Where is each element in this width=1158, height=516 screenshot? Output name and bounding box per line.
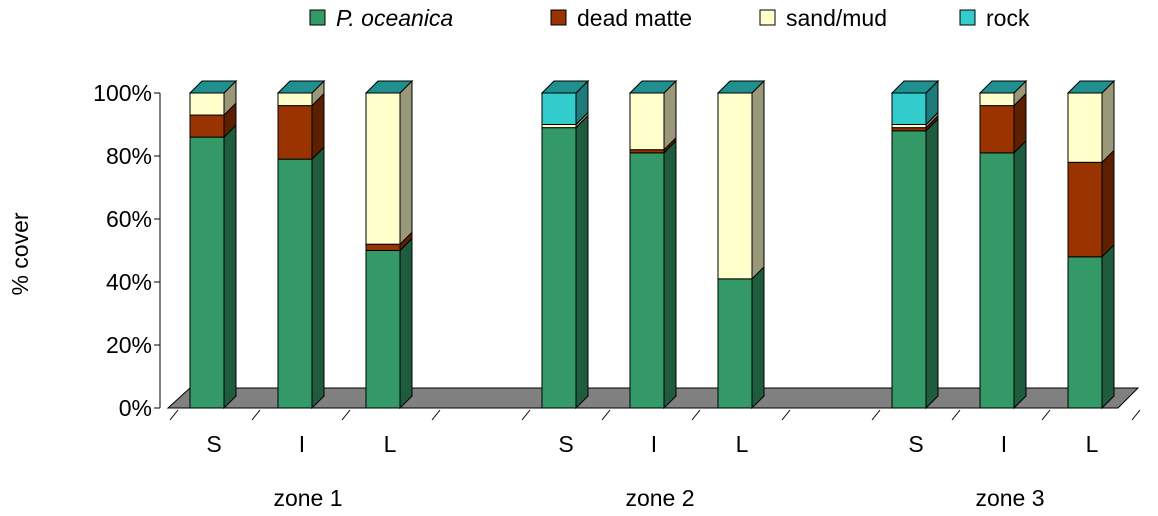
bar-segment-side [311, 145, 325, 410]
bar-zone-2-S [540, 79, 590, 410]
bar-top [716, 80, 766, 94]
bar-segment-2 [979, 92, 1015, 107]
bar-segment-side [1013, 139, 1027, 410]
bar-segment-0 [189, 136, 225, 409]
bar-segment-2 [189, 92, 225, 116]
bar-segment-side [399, 79, 413, 246]
bar-zone-1-L [364, 79, 414, 410]
legend-label-1: dead matte [577, 5, 692, 31]
bar-segment-side [1101, 243, 1115, 410]
bar-segment-1 [365, 243, 401, 251]
bar-segment-1 [277, 105, 313, 160]
legend-swatch-2 [759, 9, 776, 26]
bar-segment-0 [365, 250, 401, 409]
x-tick [781, 409, 791, 421]
x-tick [169, 409, 179, 421]
bar-segment-1 [1067, 161, 1103, 258]
bar-top [540, 80, 590, 94]
bar-segment-side [1101, 79, 1115, 164]
bar-zone-2-I [628, 79, 678, 410]
bar-zone-1-S [188, 79, 238, 410]
bar-segment-3 [541, 92, 577, 125]
x-category-label: I [299, 431, 305, 457]
bars [188, 79, 1116, 410]
bar-segment-side [399, 237, 413, 410]
x-category-label: S [908, 431, 923, 457]
bar-top [276, 80, 326, 94]
y-axis-title: % cover [7, 212, 33, 295]
bar-segment-2 [629, 92, 665, 151]
x-tick [251, 409, 261, 421]
y-tick-label: 100% [93, 80, 152, 106]
x-tick [431, 409, 441, 421]
legend-swatch-1 [550, 9, 567, 26]
bar-segment-2 [277, 92, 313, 107]
y-tick-label: 60% [106, 206, 152, 232]
legend: P. oceanica dead matte sand/mud rock [309, 5, 1030, 31]
x-group-label: zone 3 [975, 485, 1044, 511]
bar-top [890, 80, 940, 94]
x-category-label: L [384, 431, 397, 457]
x-tick [521, 409, 531, 421]
bar-segment-3 [891, 92, 927, 125]
bar-top [978, 80, 1028, 94]
y-tick-label: 80% [106, 143, 152, 169]
x-category-label: L [1086, 431, 1099, 457]
x-category-label: S [206, 431, 221, 457]
y-axis: 0% 20% 40% 60% 80% 100% [93, 80, 161, 421]
x-tick [951, 409, 961, 421]
bar-zone-1-I [276, 79, 326, 410]
bar-segment-2 [1067, 92, 1103, 163]
bar-segment-2 [717, 92, 753, 280]
bar-segment-side [663, 139, 677, 410]
legend-swatch-0 [309, 9, 326, 26]
x-tick [1131, 409, 1141, 421]
y-tick-label: 40% [106, 269, 152, 295]
x-group-label: zone 2 [625, 485, 694, 511]
bar-zone-3-L [1066, 79, 1116, 410]
bar-segment-side [925, 117, 939, 410]
bar-segment-side [751, 265, 765, 410]
x-category-label: I [651, 431, 657, 457]
bar-segment-0 [979, 152, 1015, 409]
bar-segment-0 [541, 127, 577, 409]
x-category-label: I [1001, 431, 1007, 457]
x-category-label: L [736, 431, 749, 457]
bar-segment-side [575, 114, 589, 410]
x-tick [1041, 409, 1051, 421]
bar-segment-1 [979, 105, 1015, 154]
legend-label-3: rock [986, 5, 1030, 31]
y-tick-label: 20% [106, 332, 152, 358]
bar-zone-2-L [716, 79, 766, 410]
bar-segment-0 [1067, 256, 1103, 409]
bar-top [364, 80, 414, 94]
bar-zone-3-I [978, 79, 1028, 410]
bar-zone-3-S [890, 79, 940, 410]
legend-label-2: sand/mud [786, 5, 887, 31]
bar-segment-side [751, 79, 765, 281]
bar-segment-side [1101, 149, 1115, 259]
y-tick-label: 0% [119, 395, 152, 421]
bar-segment-side [223, 123, 237, 410]
legend-swatch-3 [959, 9, 976, 26]
bar-segment-0 [277, 158, 313, 409]
bar-segment-0 [891, 130, 927, 409]
x-tick [341, 409, 351, 421]
bar-top [1066, 80, 1116, 94]
x-category-label: S [558, 431, 573, 457]
legend-label-0: P. oceanica [336, 5, 453, 31]
x-tick [601, 409, 611, 421]
bar-segment-0 [717, 278, 753, 409]
x-tick [691, 409, 701, 421]
bar-top [188, 80, 238, 94]
bar-segment-2 [365, 92, 401, 245]
bar-segment-0 [629, 152, 665, 409]
x-tick [871, 409, 881, 421]
bar-segment-1 [189, 114, 225, 138]
x-group-label: zone 1 [273, 485, 342, 511]
bar-top [628, 80, 678, 94]
